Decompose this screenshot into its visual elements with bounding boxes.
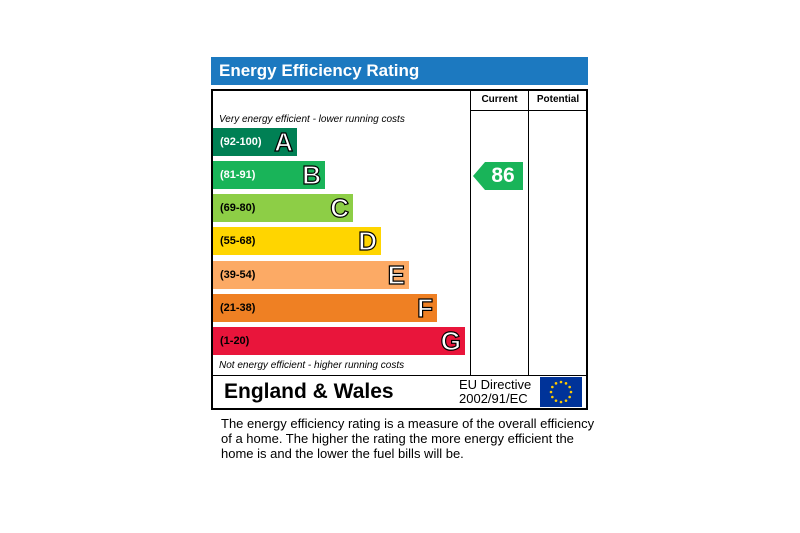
directive-line-1: EU Directive <box>459 377 532 392</box>
band-letter: F <box>417 292 434 323</box>
potential-column-divider <box>528 89 529 376</box>
band-letter: E <box>387 259 406 290</box>
band-letter: A <box>274 126 294 157</box>
flag-star <box>559 400 563 404</box>
band-letter: C <box>330 192 350 223</box>
region-label: England & Wales <box>224 380 394 403</box>
current-column-divider <box>470 89 471 376</box>
bottom-note: Not energy efficient - higher running co… <box>219 360 405 371</box>
header-divider <box>470 110 587 111</box>
flag-star <box>559 380 563 384</box>
band-range-label: (92-100) <box>220 136 262 148</box>
flag-star <box>564 399 568 402</box>
band-range-label: (21-38) <box>220 302 256 314</box>
flag-star <box>554 399 558 402</box>
current-rating-value: 86 <box>491 164 515 187</box>
eu-flag-icon <box>540 377 582 407</box>
rating-band-g: (1-20) G <box>213 325 465 357</box>
band-letter: B <box>302 159 322 190</box>
current-column-header: Current <box>481 94 518 105</box>
flag-star <box>551 395 554 399</box>
rating-band-b: (81-91) B <box>213 159 325 191</box>
top-note: Very energy efficient - lower running co… <box>219 114 405 125</box>
rating-band-f: (21-38) F <box>213 292 437 324</box>
band-range-label: (1-20) <box>220 335 250 347</box>
current-rating-arrow <box>473 162 523 190</box>
band-letter: D <box>358 225 378 256</box>
flag-star <box>568 395 571 399</box>
band-range-label: (39-54) <box>220 269 256 281</box>
band-range-label: (55-68) <box>220 235 256 247</box>
rating-band-c: (69-80) C <box>213 192 353 224</box>
band-range-label: (69-80) <box>220 202 256 214</box>
footer-divider <box>212 375 587 376</box>
directive-line-2: 2002/91/EC <box>459 391 528 406</box>
flag-star <box>549 390 553 394</box>
flag-star <box>564 382 568 385</box>
rating-band-e: (39-54) E <box>213 259 409 291</box>
band-range-label: (81-91) <box>220 169 256 181</box>
band-letter: G <box>440 325 461 356</box>
potential-column-header: Potential <box>536 94 580 105</box>
chart-frame <box>211 89 588 410</box>
flag-star <box>554 382 558 385</box>
description-text: The energy efficiency rating is a measur… <box>221 416 595 461</box>
eu-directive: EU Directive 2002/91/EC <box>459 378 531 406</box>
rating-band-d: (55-68) D <box>213 225 381 257</box>
flag-star <box>568 385 571 389</box>
chart-title: Energy Efficiency Rating <box>211 57 588 85</box>
flag-star <box>551 385 554 389</box>
rating-band-a: (92-100) A <box>213 126 297 158</box>
flag-star <box>569 390 573 394</box>
